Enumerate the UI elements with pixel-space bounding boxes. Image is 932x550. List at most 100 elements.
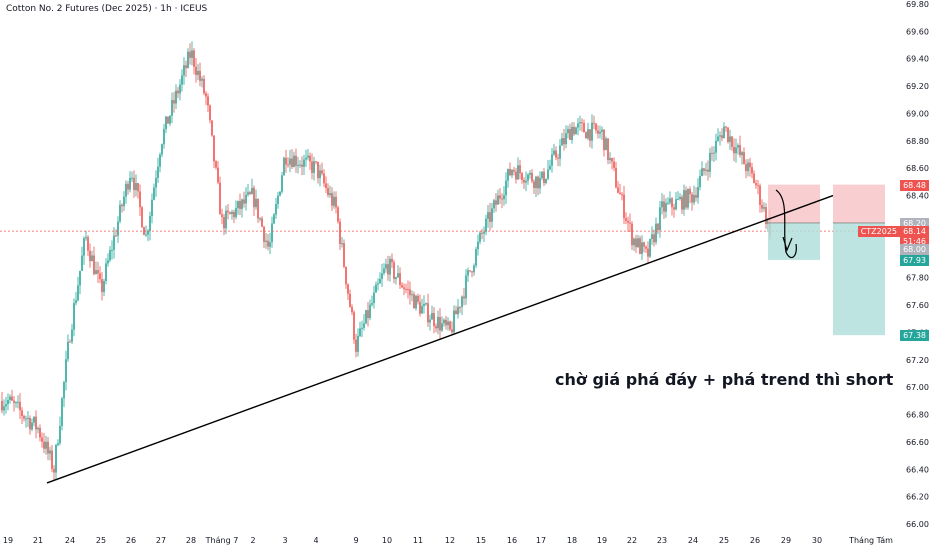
candle-body [221, 214, 223, 217]
candle-body [493, 200, 495, 209]
candle-body [157, 166, 159, 178]
candle-body [561, 138, 563, 146]
candle-body [599, 131, 601, 134]
candle-body [657, 223, 659, 230]
x-tick-label: 26 [750, 536, 760, 545]
candle-body [251, 187, 253, 195]
candle-body [127, 183, 129, 190]
candle-body [547, 169, 549, 179]
candle-body [431, 313, 433, 320]
candle-body [369, 304, 371, 319]
candle-body [319, 170, 321, 179]
candle-body [317, 161, 319, 179]
candle-body [353, 312, 355, 340]
candle-body [199, 70, 201, 81]
candle-body [119, 204, 121, 222]
candle-body [693, 195, 695, 203]
candle-body [539, 177, 541, 189]
y-tick-label: 66.80 [906, 411, 929, 420]
candle-body [703, 168, 705, 171]
candle-body [195, 66, 197, 75]
candle-body [19, 401, 21, 411]
candle-body [659, 207, 661, 230]
candle-body [169, 115, 171, 124]
candle-body [467, 270, 469, 276]
candle-body [745, 164, 747, 172]
candle-body [273, 214, 275, 224]
candle-body [677, 198, 679, 200]
candle-body [577, 123, 579, 128]
candle-body [455, 310, 457, 315]
candle-body [511, 169, 513, 176]
candle-body [557, 157, 559, 159]
candle-body [323, 173, 325, 184]
candle-body [653, 234, 655, 243]
x-tick-label: 26 [126, 536, 136, 545]
candle-body [433, 313, 435, 327]
candle-body [167, 116, 169, 124]
target-far-tag: 67.38 [900, 330, 929, 341]
candle-body [95, 270, 97, 275]
candle-body [371, 303, 373, 305]
candle-body [721, 135, 723, 139]
candle-body [277, 195, 279, 205]
candle-body [373, 292, 375, 304]
x-tick-label: 29 [781, 536, 791, 545]
candle-body [279, 191, 281, 196]
candle-body [631, 223, 633, 246]
candle-body [209, 105, 211, 121]
x-tick-label: 27 [156, 536, 166, 545]
candle-body [49, 450, 51, 454]
candle-body [123, 196, 125, 207]
candle-body [731, 136, 733, 147]
candle-body [153, 187, 155, 200]
candle-body [613, 161, 615, 168]
candle-body [289, 158, 291, 165]
candle-body [619, 192, 621, 195]
candle-body [649, 238, 651, 257]
candle-body [569, 129, 571, 140]
candle-body [287, 164, 289, 166]
y-tick-label: 68.80 [906, 137, 929, 146]
candle-body [113, 235, 115, 250]
y-tick-label: 69.80 [906, 0, 929, 9]
candle-body [579, 122, 581, 124]
stop-price-tag: 68.48 [900, 180, 929, 191]
candle-body [161, 144, 163, 155]
candle-body [691, 194, 693, 203]
x-tick-label: 19 [3, 536, 13, 545]
candle-body [615, 167, 617, 188]
candle-body [79, 270, 81, 286]
candle-body [483, 231, 485, 234]
candle-body [655, 223, 657, 243]
candle-body [297, 165, 299, 167]
candle-body [347, 284, 349, 294]
candle-body [407, 289, 409, 291]
candle-body [481, 232, 483, 234]
candle-body [121, 204, 123, 207]
candle-body [741, 152, 743, 156]
candle-body [753, 173, 755, 184]
candle-body [695, 195, 697, 198]
candle-body [529, 172, 531, 175]
candle-body [13, 400, 15, 403]
chart-annotation: chờ giá phá đáy + phá trend thì short [555, 370, 894, 389]
candle-body [203, 78, 205, 94]
target-zone-near [768, 222, 820, 260]
candle-body [275, 204, 277, 215]
candle-body [339, 221, 341, 244]
candle-body [459, 306, 461, 308]
candle-body [139, 191, 141, 208]
candle-body [35, 416, 37, 430]
candle-body [593, 122, 595, 124]
candle-body [439, 316, 441, 331]
candle-body [491, 208, 493, 222]
candle-body [417, 295, 419, 302]
candle-body [543, 171, 545, 184]
candle-body [451, 329, 453, 333]
x-tick-label: 17 [536, 536, 546, 545]
candle-body [71, 329, 73, 342]
candle-body [301, 164, 303, 167]
candle-body [501, 198, 503, 200]
